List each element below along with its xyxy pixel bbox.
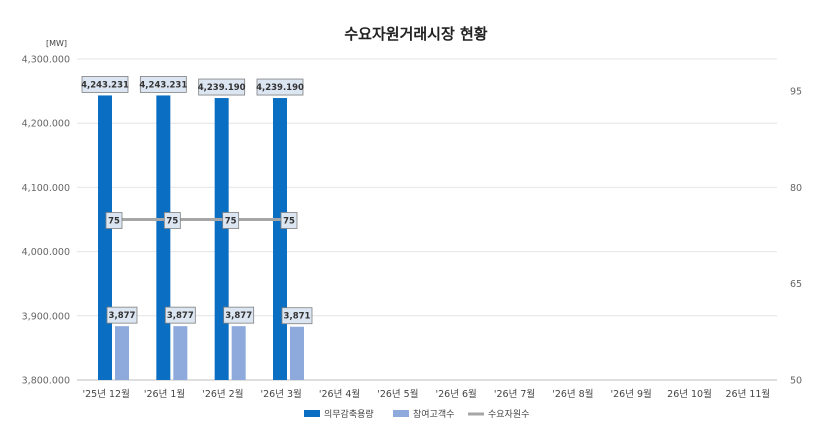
x-axis-ticks: '25년 12월 '26년 1월 '26년 2월 '26년 3월 '26년 4월 '26년… [83, 388, 771, 400]
x-tick-label: '26년 3월 [261, 388, 302, 400]
y2-tick-label: 80 [790, 183, 802, 194]
legend: 의무감축용량 참여고객수 수요자원수 [304, 408, 529, 420]
bar-obligated-capacity [156, 95, 171, 380]
data-label-box [281, 307, 313, 325]
data-label: 4,243.231 [139, 80, 187, 90]
data-label: 75 [108, 217, 120, 227]
data-label: 4,243.231 [81, 80, 129, 90]
data-label-box [223, 306, 255, 324]
data-label-box [163, 212, 181, 229]
y2-tick-label: 65 [790, 279, 802, 290]
x-tick-label: '26년 5월 [377, 388, 418, 400]
legend-swatch [304, 410, 320, 417]
bar-participating-customers [173, 326, 188, 380]
y-tick-label: 3,800.000 [22, 376, 70, 387]
x-tick-label: '26년 9월 [611, 388, 652, 400]
x-tick-label: '26년 1월 [144, 388, 185, 400]
bars [98, 95, 304, 381]
data-labels: 4,243.231 4,243.231 4,239.190 4,239.190 3,87… [81, 76, 313, 325]
data-label-box [198, 78, 246, 96]
y-axis-right-ticks: 50 65 80 95 [790, 87, 802, 387]
data-label: 75 [166, 217, 178, 227]
data-label: 75 [283, 217, 295, 227]
data-label: 4,239.190 [198, 83, 246, 93]
bar-obligated-capacity [273, 98, 287, 381]
data-label: 3,877 [167, 311, 194, 321]
y2-tick-label: 50 [790, 376, 802, 387]
data-label-box [222, 212, 240, 229]
legend-label: 수요자원수 [488, 409, 529, 420]
legend-swatch [393, 410, 409, 417]
y-tick-label: 4,100.000 [22, 183, 70, 194]
bar-participating-customers [231, 326, 246, 380]
y2-tick-label: 95 [790, 87, 802, 98]
data-label-box [81, 76, 129, 93]
data-label-box [139, 76, 187, 93]
bar-participating-customers [115, 326, 129, 380]
data-label: 75 [225, 217, 237, 227]
data-label: 3,877 [225, 311, 252, 321]
data-label-box [256, 78, 304, 96]
x-tick-label: 26년 11월 [725, 388, 770, 400]
legend-label: 참여고객수 [413, 408, 454, 420]
x-tick-label: '26년 4월 [319, 388, 360, 400]
x-tick-label: '26년 7월 [494, 388, 535, 400]
y-axis-left-ticks: 3,800.000 3,900.000 4,000.000 4,100.000 4,20… [22, 55, 70, 387]
x-tick-label: '26년 8월 [552, 388, 593, 400]
data-label-box [280, 212, 298, 229]
chart-title: 수요자원거래시장 현황 [344, 25, 487, 43]
data-label: 3,871 [284, 312, 311, 322]
y-tick-label: 3,900.000 [22, 311, 70, 322]
x-tick-label: 26년 10월 [667, 388, 712, 400]
data-label: 4,239.190 [256, 83, 304, 93]
bar-obligated-capacity [214, 98, 229, 381]
y-tick-label: 4,200.000 [22, 119, 70, 130]
y-tick-label: 4,000.000 [22, 247, 70, 258]
data-label-box [164, 306, 196, 324]
x-tick-label: '26년 6월 [436, 388, 477, 400]
legend-label: 의무감축용량 [324, 408, 374, 420]
bar-obligated-capacity [98, 95, 112, 380]
x-tick-label: '25년 12월 [83, 388, 130, 400]
data-label-box [106, 306, 138, 324]
y-tick-label: 4,300.000 [22, 55, 70, 66]
y-axis-unit: [MW] [46, 39, 67, 48]
bar-participating-customers [290, 326, 304, 380]
data-label: 3,877 [109, 311, 136, 321]
data-label-box [105, 212, 123, 229]
x-tick-label: '26년 2월 [202, 388, 243, 400]
